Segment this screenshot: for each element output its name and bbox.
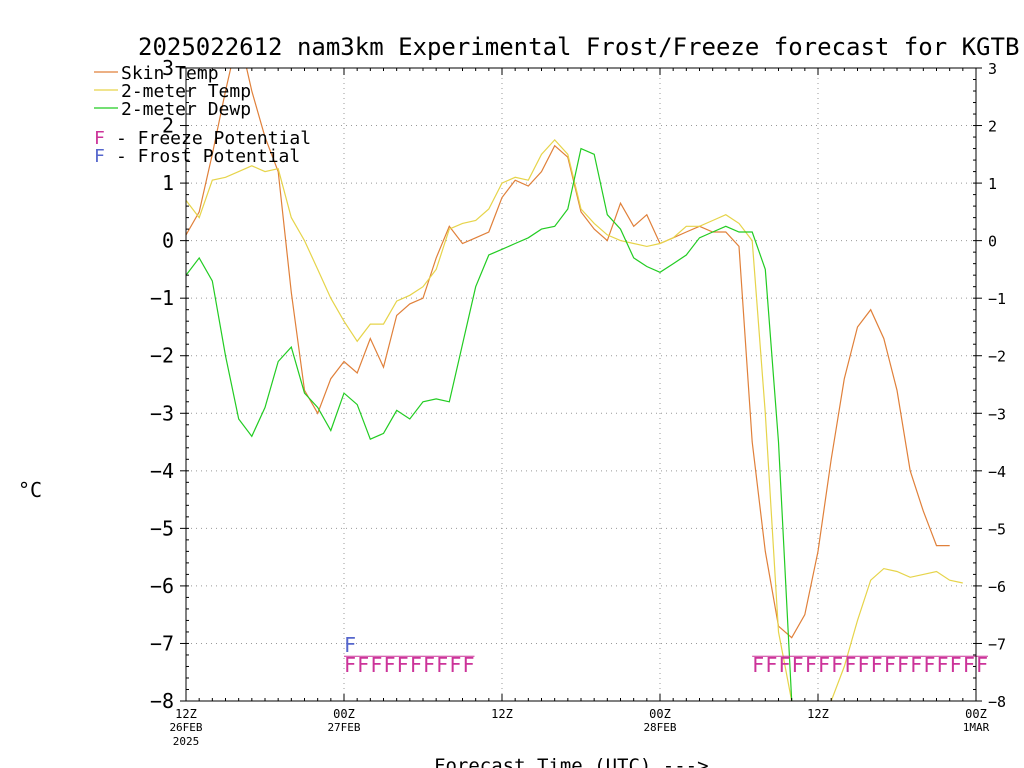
legend-note-symbol: F (94, 146, 105, 167)
freeze-mark: F (792, 653, 804, 677)
freeze-mark: F (779, 653, 791, 677)
axes: −8 −8 −7 −7 −6 −6 −5 −5 −4 −4 −3 −3 −2 −2 −1 −1 0 0 1 1 2 2 3 3… (150, 56, 1006, 748)
x-tick-date: 28FEB (643, 721, 676, 734)
freeze-mark: F (818, 653, 830, 677)
y-tick-label-right: 3 (988, 60, 997, 78)
freeze-mark: F (910, 653, 922, 677)
freeze-mark: F (463, 653, 475, 677)
y-tick-label-left: −4 (150, 459, 174, 483)
grid (186, 68, 976, 701)
freeze-mark: F (410, 653, 422, 677)
freeze-mark: F (397, 653, 409, 677)
legend-label: 2-meter Dewp (121, 99, 251, 120)
frost-freeze-marks: FF F F F F F F F F F F F F F F F F F F F F F F F F F F F (344, 633, 988, 677)
freeze-mark: F (923, 653, 935, 677)
x-tick-date: 26FEB (169, 721, 202, 734)
freeze-mark: F (752, 653, 764, 677)
freeze-mark: F (844, 653, 856, 677)
legend-label: 2-meter Temp (121, 81, 251, 102)
x-tick-label: 00Z (965, 707, 987, 721)
legend-note-label: - Frost Potential (116, 146, 300, 167)
freeze-mark: F (963, 653, 975, 677)
freeze-mark: F (436, 653, 448, 677)
freeze-mark: F (805, 653, 817, 677)
y-tick-label-left: −1 (150, 286, 174, 310)
x-tick-label: 00Z (649, 707, 671, 721)
y-tick-label-right: 2 (988, 118, 997, 136)
freeze-mark: F (831, 653, 843, 677)
freeze-mark: F (765, 653, 777, 677)
y-axis-label: °C (18, 478, 42, 502)
freeze-mark: F (357, 653, 369, 677)
y-tick-label-right: −4 (988, 463, 1006, 481)
y-tick-label-right: −5 (988, 520, 1006, 538)
y-tick-label-left: 1 (162, 171, 174, 195)
y-tick-label-right: −1 (988, 290, 1006, 308)
y-tick-label-left: 2 (162, 114, 174, 138)
freeze-mark: F (384, 653, 396, 677)
freeze-mark: F (370, 653, 382, 677)
series-line-2-meter-dewp (186, 147, 793, 701)
legend-note-symbol: F (94, 128, 105, 149)
chart-title: 2025022612 nam3km Experimental Frost/Fre… (138, 33, 1019, 61)
x-tick-label: 12Z (175, 707, 197, 721)
y-tick-label-right: −3 (988, 405, 1006, 423)
legend-label: Skin Temp (121, 63, 219, 84)
y-tick-label-left: −8 (150, 689, 174, 713)
freeze-mark: F (884, 653, 896, 677)
freeze-mark: F (950, 653, 962, 677)
freeze-mark: F (423, 653, 435, 677)
y-tick-label-left: −5 (150, 516, 174, 540)
x-tick-label: 12Z (807, 707, 829, 721)
y-tick-label-left: −3 (150, 401, 174, 425)
x-tick-year: 2025 (173, 735, 200, 748)
y-tick-label-right: −2 (988, 348, 1006, 366)
y-tick-label-right: 1 (988, 175, 997, 193)
x-tick-label: 00Z (333, 707, 355, 721)
legend-note-label: - Freeze Potential (116, 128, 311, 149)
y-tick-label-left: −7 (150, 631, 174, 655)
x-tick-date: 27FEB (327, 721, 360, 734)
x-tick-label: 12Z (491, 707, 513, 721)
freeze-mark: F (449, 653, 461, 677)
x-tick-date: 1MAR (963, 721, 990, 734)
freeze-mark: F (858, 653, 870, 677)
y-tick-label-left: −6 (150, 574, 174, 598)
y-tick-label-right: 0 (988, 233, 997, 251)
y-tick-label-left: −2 (150, 344, 174, 368)
freeze-mark: F (937, 653, 949, 677)
y-tick-label-right: −7 (988, 635, 1006, 653)
y-tick-label-right: −6 (988, 578, 1006, 596)
frost-mark: F (344, 633, 356, 657)
x-axis-label: Forecast Time (UTC) ---> (434, 755, 709, 768)
series-line-skin-temp (186, 68, 950, 639)
y-tick-label-left: 3 (162, 56, 174, 80)
series-layer (186, 68, 963, 701)
freeze-mark: F (976, 653, 988, 677)
y-tick-label-right: −8 (988, 693, 1006, 711)
y-tick-label-left: 0 (162, 229, 174, 253)
series-line-2-meter-temp (186, 139, 963, 701)
freeze-mark: F (871, 653, 883, 677)
freeze-mark: F (897, 653, 909, 677)
freeze-mark: F (344, 653, 356, 677)
